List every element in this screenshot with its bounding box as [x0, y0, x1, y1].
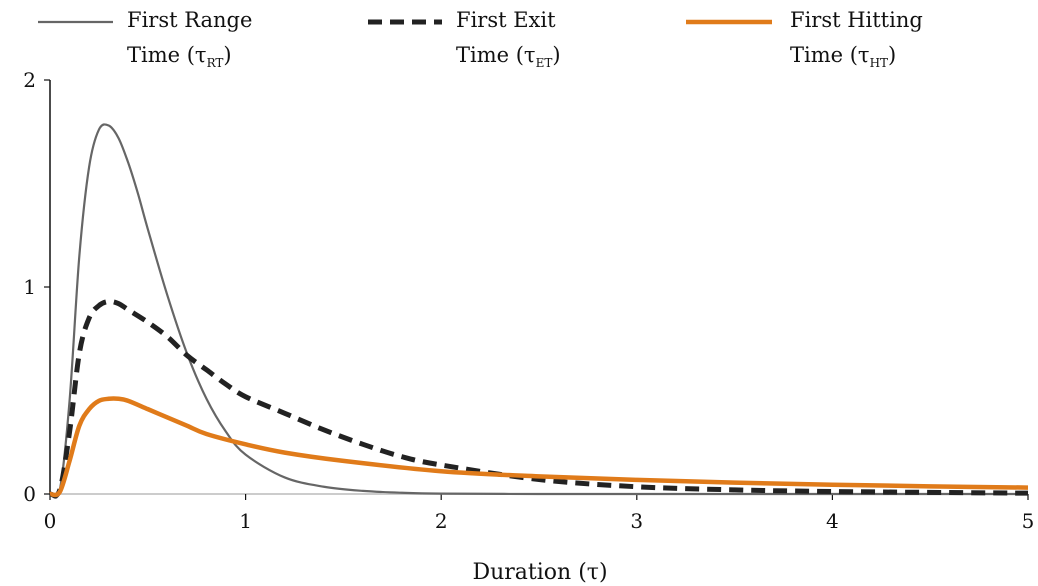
- legend-label-subscript: RT: [207, 56, 224, 70]
- legend-label-line1: First Range: [127, 8, 252, 32]
- x-tick-label: 0: [44, 509, 57, 533]
- axes: 0 1 2 3 4 5 0 1 2: [23, 68, 1034, 533]
- legend-label-prefix: Time (τ: [456, 43, 536, 67]
- x-axis-title: Duration (τ): [472, 560, 607, 585]
- y-tick-label: 1: [23, 275, 36, 299]
- legend-item-first-hitting-time: First Hitting Time (τHT): [686, 8, 923, 70]
- y-tick-label: 2: [23, 68, 36, 92]
- x-tick-label: 2: [435, 509, 448, 533]
- y-tick-label: 0: [23, 482, 36, 506]
- x-tick-label: 1: [239, 509, 252, 533]
- legend-label-suffix: ): [223, 43, 231, 67]
- legend-label-subscript: ET: [536, 56, 553, 70]
- legend-label-line2: Time (τET): [456, 43, 561, 70]
- legend-label-line1: First Exit: [456, 8, 556, 32]
- legend-label-prefix: Time (τ: [790, 43, 870, 67]
- legend-label-line2: Time (τHT): [790, 43, 896, 70]
- x-tick-label: 5: [1022, 509, 1035, 533]
- legend-label-suffix: ): [888, 43, 896, 67]
- series-line-first-range-time: [48, 123, 1028, 499]
- legend-label-line2: Time (τRT): [127, 43, 232, 70]
- series-line-first-hitting-time: [49, 396, 1029, 498]
- legend-item-first-range-time: First Range Time (τRT): [38, 8, 252, 70]
- legend-label-subscript: HT: [870, 56, 888, 70]
- x-tick-label: 4: [826, 509, 839, 533]
- plot-area: [48, 123, 1029, 499]
- legend-label-suffix: ): [552, 43, 560, 67]
- x-tick-label: 3: [630, 509, 643, 533]
- legend-item-first-exit-time: First Exit Time (τET): [368, 8, 561, 70]
- legend-label-prefix: Time (τ: [127, 43, 207, 67]
- series-line-first-exit-time: [49, 298, 1029, 499]
- legend-label-line1: First Hitting: [790, 8, 923, 32]
